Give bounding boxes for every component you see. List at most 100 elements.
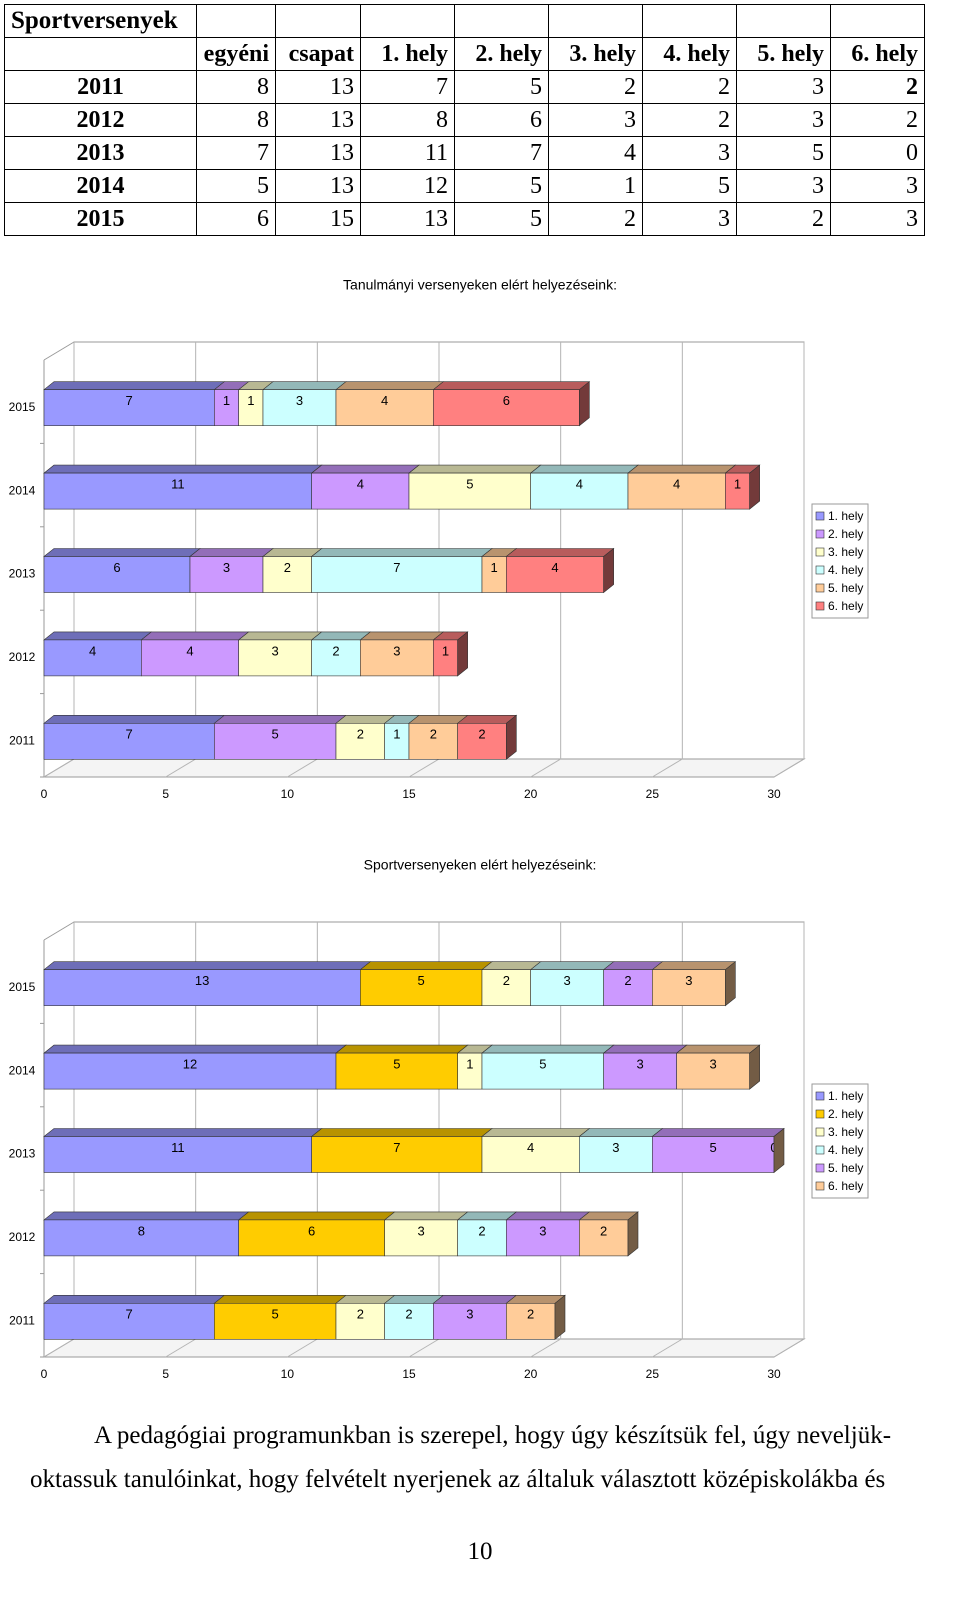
bar-segment xyxy=(457,1219,507,1257)
bar-value-label: 6 xyxy=(113,560,120,575)
bar-segment xyxy=(360,969,483,1006)
chart-floor-gridline xyxy=(165,758,196,778)
bar-segment xyxy=(43,389,215,426)
legend-swatch xyxy=(815,1109,825,1119)
x-tick-label: 20 xyxy=(524,1367,538,1381)
bar-top-face xyxy=(578,1128,664,1137)
table-cell: 13 xyxy=(360,202,455,236)
legend-swatch xyxy=(815,1163,825,1173)
x-tick-label: 25 xyxy=(646,1367,660,1381)
chart-floor-gridline xyxy=(43,758,75,778)
table-header-cell: 4. hely xyxy=(642,37,737,71)
bar-value-label: 3 xyxy=(393,643,400,658)
bar-value-label: 3 xyxy=(418,1223,425,1238)
bar-side-face xyxy=(627,1211,639,1257)
legend-label: 3. hely xyxy=(828,1125,863,1139)
table-row: 2014 5 13 12 5 1 5 3 3 xyxy=(4,169,925,203)
bar-segment xyxy=(141,639,239,677)
x-tick-label: 0 xyxy=(41,787,48,801)
table-cell: 2 xyxy=(642,70,737,104)
body-paragraph: A pedagógiai programunkban is szerepel, … xyxy=(30,1414,930,1502)
bar-top-face xyxy=(432,1294,518,1304)
bar-segment xyxy=(311,556,483,593)
bar-value-label: 1 xyxy=(491,560,498,575)
bar-value-label: 3 xyxy=(223,560,230,575)
y-category-label: 2012 xyxy=(9,650,36,664)
bar-segment xyxy=(627,472,726,510)
bar-value-label: 7 xyxy=(393,1140,400,1155)
bar-value-label: 2 xyxy=(284,560,291,575)
table-title: Sportversenyek xyxy=(4,4,197,38)
table-cell: 11 xyxy=(360,136,455,170)
bar-value-label: 2 xyxy=(624,973,631,988)
bar-top-face xyxy=(408,464,542,474)
bar-value-label: 11 xyxy=(171,477,185,492)
bar-segment xyxy=(311,1136,483,1173)
table-header-cell: 5. hely xyxy=(736,37,831,71)
legend-label: 1. hely xyxy=(828,1089,863,1103)
bar-top-face xyxy=(43,631,153,641)
legend-swatch xyxy=(815,529,825,539)
table-cell: 5 xyxy=(454,202,549,236)
table-cell: 3 xyxy=(642,202,737,236)
table-cell: 3 xyxy=(642,136,737,170)
table-cell: 2 xyxy=(548,202,643,236)
bar-side-face xyxy=(579,381,590,427)
table-cell: 6 xyxy=(196,202,276,236)
chart-floor-gridline xyxy=(165,1338,196,1358)
bar-value-label: 5 xyxy=(272,1307,279,1322)
bar-segment xyxy=(335,1302,385,1340)
x-tick-label: 5 xyxy=(162,1367,169,1381)
legend-swatch xyxy=(815,1145,825,1155)
table-cell: 8 xyxy=(196,103,276,137)
legend-label: 2. hely xyxy=(828,1107,863,1121)
bar-top-face xyxy=(43,1294,226,1304)
bar-value-label: 2 xyxy=(527,1307,534,1322)
bar-value-label: 3 xyxy=(710,1057,717,1072)
bar-segment xyxy=(214,1302,337,1340)
bar-value-label: 2 xyxy=(357,1307,364,1322)
bar-value-label: 1 xyxy=(223,393,230,408)
x-tick-label: 15 xyxy=(402,787,416,801)
table-cell: 2 xyxy=(830,103,925,137)
bar-segment xyxy=(214,389,239,426)
x-tick-label: 5 xyxy=(162,787,169,801)
bar-top-face xyxy=(43,1128,323,1137)
bar-value-label: 3 xyxy=(466,1307,473,1322)
y-category-label: 2013 xyxy=(9,567,36,581)
bar-value-label: 3 xyxy=(539,1223,546,1238)
chart-floor-gridline xyxy=(287,1338,318,1358)
table-cell: 5 xyxy=(642,169,737,203)
x-tick-label: 0 xyxy=(41,1367,48,1381)
legend-label: 3. hely xyxy=(828,545,863,559)
bar-side-face xyxy=(773,1127,785,1174)
bar-segment xyxy=(603,969,653,1006)
bar-value-label: 1 xyxy=(734,477,741,492)
bar-segment xyxy=(43,969,361,1006)
table-empty-cell xyxy=(454,4,549,38)
legend-swatch xyxy=(815,583,825,593)
table-cell: 0 xyxy=(830,136,925,170)
bar-segment xyxy=(481,1136,580,1173)
bar-value-label: 1 xyxy=(393,727,400,742)
bar-segment xyxy=(408,722,458,760)
sport-results-chart: Sportversenyeken elért helyezéseink: 0 5 10… xyxy=(0,842,960,1402)
bar-segment xyxy=(43,1219,239,1257)
bar-segment xyxy=(408,472,531,510)
bar-side-face xyxy=(554,1294,566,1340)
x-tick-label: 30 xyxy=(767,787,781,801)
legend-label: 4. hely xyxy=(828,1143,863,1157)
bar-segment xyxy=(725,472,750,510)
bar-segment xyxy=(262,389,337,426)
table-cell: 6 xyxy=(454,103,549,137)
table-cell: 5 xyxy=(736,136,831,170)
bar-segment xyxy=(335,389,434,426)
bar-side-face xyxy=(457,631,468,677)
bar-value-label: 4 xyxy=(673,477,680,492)
legend-box xyxy=(811,1083,869,1199)
bar-top-face xyxy=(43,714,226,724)
bar-value-label: 2 xyxy=(478,727,485,742)
bar-value-label: 2 xyxy=(357,727,364,742)
bar-segment xyxy=(457,722,507,760)
bar-value-label: 4 xyxy=(186,643,193,658)
